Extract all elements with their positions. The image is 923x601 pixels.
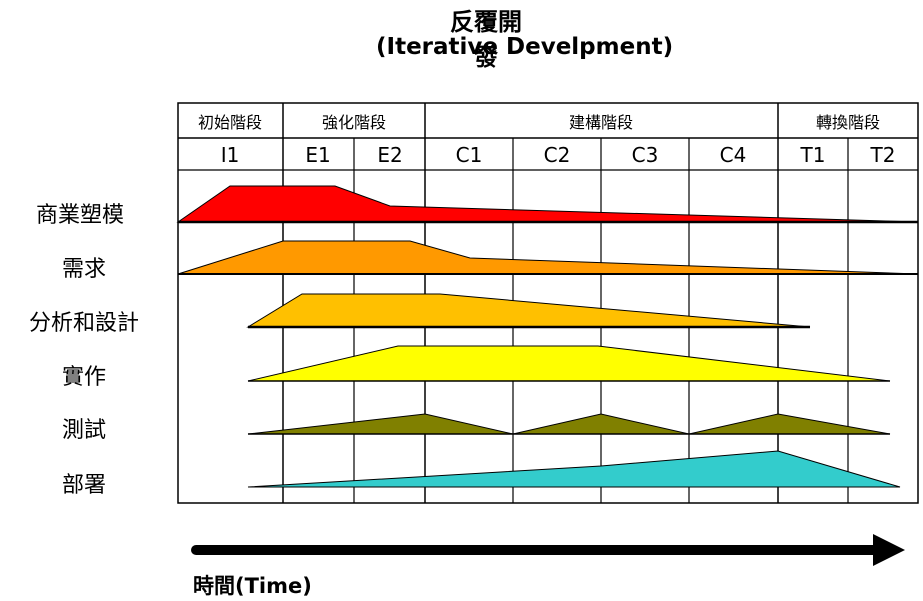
time-arrow-head: [873, 534, 905, 566]
test-effort: [247, 413, 891, 435]
discipline-label-requirements: 需求: [62, 257, 106, 282]
time-axis-label: 時間(Time): [193, 574, 312, 598]
iteration-label-t2: T2: [870, 143, 896, 167]
iteration-label-e2: E2: [377, 143, 402, 167]
phase-label-inception: 初始階段: [198, 113, 262, 132]
iteration-label-c2: C2: [544, 143, 571, 167]
implementation-effort: [247, 345, 891, 382]
discipline-label-analysis-design: 分析和設計: [29, 311, 139, 336]
phase-label-elaboration: 強化階段: [322, 113, 386, 132]
iteration-label-e1: E1: [305, 143, 330, 167]
phase-label-transition: 轉換階段: [816, 113, 880, 132]
discipline-label-test: 測試: [62, 418, 106, 443]
analysis-design-effort: [246, 293, 811, 328]
iteration-label-t1: T1: [800, 143, 826, 167]
iteration-label-i1: I1: [221, 143, 240, 167]
iteration-label-c1: C1: [456, 143, 483, 167]
grid-frame: [177, 102, 919, 504]
iteration-label-c4: C4: [720, 143, 747, 167]
phase-label-construction: 建構階段: [569, 113, 633, 132]
discipline-label-implementation: 實作: [62, 365, 106, 390]
discipline-label-deployment: 部署: [62, 473, 106, 498]
business-modeling-effort: [176, 185, 919, 223]
title-chinese: 反覆開發: [450, 8, 522, 71]
requirements-effort: [177, 240, 919, 275]
title-english: (Iterative Develpment): [376, 34, 674, 60]
iteration-label-c3: C3: [632, 143, 659, 167]
deployment-effort: [247, 450, 901, 488]
discipline-label-business-modeling: 商業塑模: [36, 203, 124, 228]
